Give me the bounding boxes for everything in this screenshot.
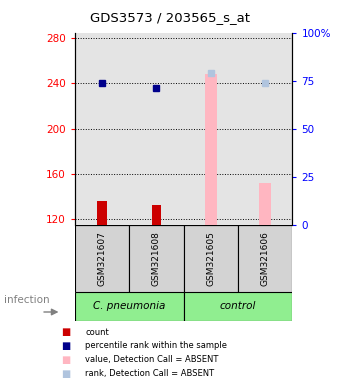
Bar [75, 225, 129, 292]
Bar [184, 292, 292, 321]
Text: percentile rank within the sample: percentile rank within the sample [85, 341, 227, 351]
Text: infection: infection [4, 295, 49, 305]
Text: rank, Detection Call = ABSENT: rank, Detection Call = ABSENT [85, 369, 214, 378]
Text: GSM321607: GSM321607 [98, 231, 106, 286]
Bar [259, 183, 271, 225]
Bar [238, 225, 292, 292]
Text: value, Detection Call = ABSENT: value, Detection Call = ABSENT [85, 355, 218, 364]
Text: ■: ■ [61, 355, 70, 365]
Bar [129, 33, 184, 225]
Text: GDS3573 / 203565_s_at: GDS3573 / 203565_s_at [90, 11, 250, 24]
Bar [97, 201, 107, 225]
Text: count: count [85, 328, 109, 337]
Text: GSM321606: GSM321606 [261, 231, 270, 286]
Text: C. pneumonia: C. pneumonia [93, 301, 165, 311]
Text: control: control [220, 301, 256, 311]
Text: ■: ■ [61, 341, 70, 351]
Bar [75, 33, 129, 225]
Text: GSM321605: GSM321605 [206, 231, 215, 286]
Text: ■: ■ [61, 327, 70, 337]
Text: GSM321608: GSM321608 [152, 231, 161, 286]
Text: ■: ■ [61, 369, 70, 379]
Bar [205, 74, 217, 225]
Bar [238, 33, 292, 225]
Bar [152, 205, 161, 225]
Bar [184, 33, 238, 225]
Bar [129, 225, 184, 292]
Bar [184, 225, 238, 292]
Bar [75, 292, 184, 321]
